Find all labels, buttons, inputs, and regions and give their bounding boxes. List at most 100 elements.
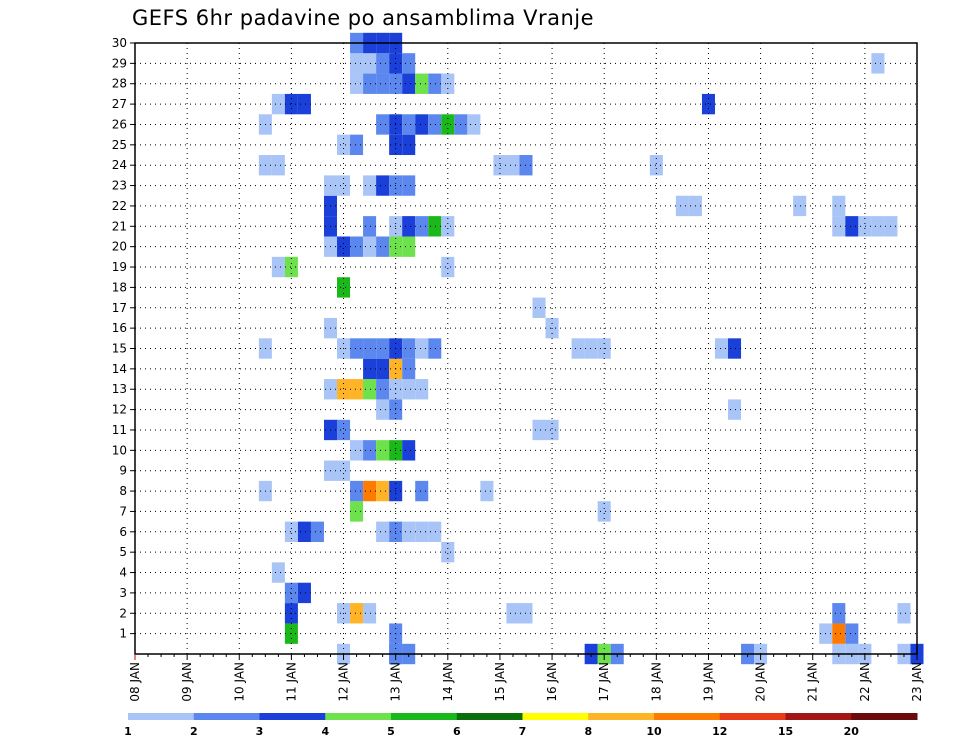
y-tick-label: 19	[112, 260, 127, 274]
heatmap-cell	[297, 93, 311, 115]
y-tick-label: 3	[119, 586, 127, 600]
y-tick-label: 28	[112, 77, 127, 91]
heatmap-cell	[376, 440, 390, 461]
legend-label: 5	[387, 725, 395, 738]
heatmap-cell	[363, 236, 377, 257]
heatmap-cell	[376, 114, 390, 135]
heatmap-cell	[376, 379, 390, 400]
heatmap-cell	[701, 93, 715, 115]
heatmap-cell	[402, 175, 416, 196]
heatmap-cell	[337, 277, 351, 298]
heatmap-cell	[363, 440, 377, 461]
heatmap-cell	[350, 73, 364, 94]
y-tick-label: 30	[112, 36, 127, 50]
heatmap-cell	[350, 379, 364, 400]
heatmap-cell	[363, 338, 377, 359]
legend-swatch	[325, 713, 392, 720]
heatmap-cell	[363, 480, 377, 502]
heatmap-cell	[363, 358, 377, 380]
x-tick-label: 11 JAN	[284, 662, 298, 702]
heatmap-cell	[337, 236, 351, 257]
heatmap-cell	[858, 216, 872, 237]
y-tick-label: 10	[112, 443, 127, 457]
heatmap-cell	[363, 73, 377, 94]
y-tick-label: 13	[112, 382, 127, 396]
x-tick-label: 09 JAN	[180, 662, 194, 702]
heatmap-cell	[376, 358, 390, 380]
y-tick-label: 26	[112, 117, 127, 131]
heatmap-cell	[402, 216, 416, 237]
heatmap-cell	[376, 521, 390, 542]
heatmap-cell	[480, 480, 494, 502]
heatmap-cell	[506, 603, 520, 624]
heatmap-cell	[714, 338, 729, 359]
heatmap-cell	[545, 419, 559, 441]
heatmap-cell	[350, 501, 364, 522]
heatmap-cell	[832, 603, 846, 624]
heatmap-cell	[337, 460, 351, 481]
heatmap-cell	[376, 73, 390, 94]
x-tick-label: 10 JAN	[232, 662, 246, 702]
heatmap-cell	[871, 53, 885, 74]
heatmap-cell	[871, 216, 885, 237]
y-tick-label: 21	[112, 219, 127, 233]
heatmap-cell	[584, 338, 598, 359]
x-tick-label: 22 JAN	[858, 662, 872, 702]
heatmap-cell	[402, 134, 416, 156]
x-tick-label: 18 JAN	[649, 662, 663, 702]
heatmap-cell	[793, 195, 807, 217]
heatmap-cell	[441, 114, 455, 135]
x-tick-label: 12 JAN	[337, 662, 351, 702]
x-tick-label: 16 JAN	[545, 662, 559, 702]
heatmap-cell	[402, 53, 416, 74]
heatmap-cell	[350, 134, 364, 156]
y-tick-label: 23	[112, 179, 127, 193]
legend-label: 6	[453, 725, 461, 738]
chart-title: GEFS 6hr padavine po ansamblima Vranje	[132, 6, 595, 30]
y-tick-label: 11	[112, 423, 127, 437]
y-tick-label: 1	[119, 627, 127, 641]
heatmap-cell	[402, 358, 416, 380]
heatmap-cell	[845, 623, 859, 644]
legend-label: 2	[190, 725, 198, 738]
heatmap-cell	[597, 501, 611, 522]
legend-label: 1	[124, 725, 132, 738]
heatmap-cell	[428, 73, 442, 94]
heatmap-cell	[428, 521, 442, 542]
heatmap-cell	[350, 603, 364, 624]
heatmap-cell	[350, 338, 364, 359]
x-tick-label: 23 JAN	[910, 662, 924, 702]
y-tick-label: 5	[119, 545, 127, 559]
heatmap-cell	[376, 338, 390, 359]
legend-label: 4	[321, 725, 329, 738]
y-tick-label: 18	[112, 280, 127, 294]
heatmap-cell	[271, 562, 285, 583]
heatmap-cell	[415, 114, 429, 135]
heatmap-cell	[350, 236, 364, 257]
y-tick-label: 6	[119, 525, 127, 539]
y-axis: 1234567891011121314151617181920212223242…	[112, 36, 135, 641]
y-tick-label: 8	[119, 484, 127, 498]
legend-swatch	[785, 713, 852, 720]
heatmap-cell	[402, 379, 416, 400]
heatmap-cell	[337, 379, 351, 400]
heatmap-cell	[350, 53, 364, 74]
heatmap-cell	[363, 379, 377, 400]
heatmap-cell	[467, 114, 481, 135]
heatmap-cell	[832, 623, 846, 644]
heatmap-cell	[845, 216, 859, 237]
heatmap-cell	[428, 338, 442, 359]
y-tick-label: 24	[112, 158, 127, 172]
legend-swatch	[588, 713, 655, 720]
heatmap-cell	[897, 603, 911, 624]
y-tick-label: 14	[112, 362, 127, 376]
heatmap-cell	[571, 338, 585, 359]
x-tick-label: 20 JAN	[754, 662, 768, 702]
heatmap-cell	[402, 338, 416, 359]
legend-swatch	[851, 713, 918, 720]
x-tick-label: 14 JAN	[441, 662, 455, 702]
legend-swatch	[128, 713, 195, 720]
grid-layer	[135, 42, 917, 654]
x-tick-label: 19 JAN	[702, 662, 716, 702]
heatmap-cell	[649, 155, 663, 176]
